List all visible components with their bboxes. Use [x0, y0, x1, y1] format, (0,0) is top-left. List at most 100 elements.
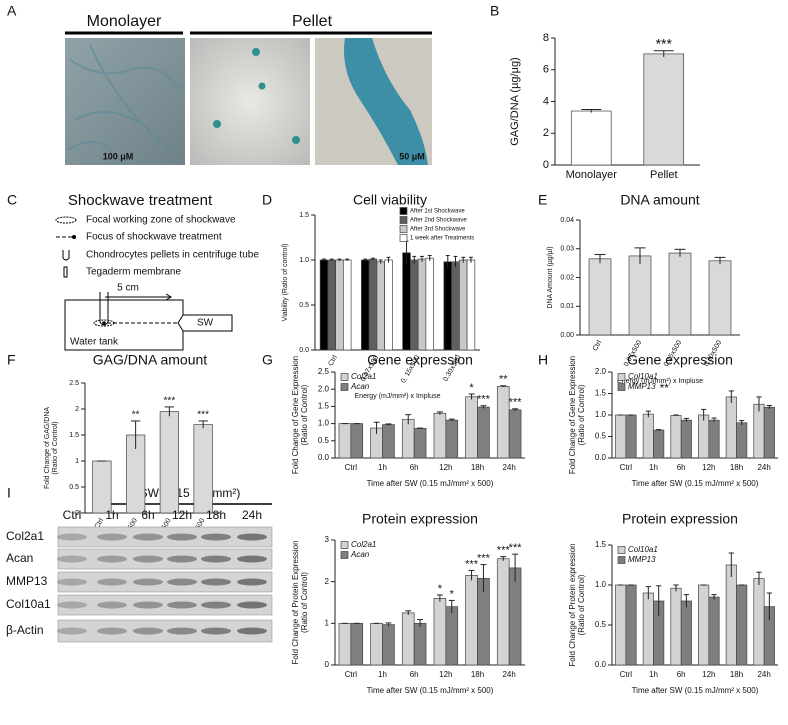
- band: [237, 555, 267, 563]
- x-tick-label: 1h: [378, 670, 387, 679]
- scale-bar-label: 50 μM: [399, 151, 425, 161]
- significance: *: [450, 588, 455, 600]
- significance: ***: [509, 542, 523, 554]
- bar: [338, 423, 352, 459]
- lane-label: 1h: [105, 508, 118, 522]
- y-tick-label: 4: [543, 95, 549, 107]
- legend-label: Focal working zone of shockwave: [86, 215, 236, 226]
- x-tick-label: 12h: [702, 670, 715, 679]
- bar: [382, 424, 395, 459]
- legend-swatch: [617, 373, 626, 381]
- band: [237, 627, 267, 635]
- significance: ***: [197, 410, 209, 421]
- legend-swatch: [617, 556, 626, 564]
- y-tick-label: 1.0: [318, 419, 330, 428]
- micrograph: [190, 38, 310, 165]
- legend-swatch: [399, 225, 408, 233]
- bar: [382, 624, 395, 666]
- bar: [698, 414, 710, 459]
- band: [237, 578, 267, 586]
- panel-label: A: [7, 3, 17, 19]
- row-label: Col10a1: [6, 597, 51, 611]
- bar: [668, 252, 692, 336]
- bar: [653, 429, 665, 459]
- y-tick-label: 1.5: [299, 212, 309, 219]
- x-tick-label: Ctrl: [620, 463, 633, 472]
- x-axis-label: Time after SW (0.15 mJ/mm² x 500): [632, 479, 759, 488]
- lane-label: Ctrl: [63, 508, 82, 522]
- bar: [401, 419, 415, 459]
- band: [97, 578, 127, 586]
- bar: [361, 259, 370, 351]
- x-tick-label: Pellet: [650, 169, 678, 181]
- x-tick-label: 12h: [439, 463, 452, 472]
- legend-swatch: [340, 383, 349, 391]
- band: [167, 555, 197, 563]
- x-tick-label: 18h: [730, 463, 743, 472]
- significance: *: [438, 583, 443, 595]
- band: [97, 627, 127, 635]
- y-tick-label: 2.0: [318, 384, 330, 393]
- y-axis-label: Fold Change of GAG/DNA: [44, 407, 51, 489]
- bar: [327, 259, 336, 351]
- legend-label: 1 week after Treatments: [410, 236, 474, 242]
- bar: [410, 259, 419, 351]
- legend-swatch: [399, 234, 408, 242]
- y-tick-label: 0.5: [69, 484, 79, 491]
- pellet: [258, 82, 266, 90]
- bar: [708, 260, 732, 336]
- y-tick-label: 1.5: [69, 432, 79, 439]
- band: [167, 627, 197, 635]
- chart-title: GAG/DNA amount: [93, 352, 207, 368]
- y-axis-label: Fold Change of Gene Expression: [291, 356, 300, 474]
- x-tick-label: 1h: [378, 463, 387, 472]
- legend-note: **: [660, 381, 670, 395]
- x-tick-label: 1h: [649, 463, 658, 472]
- y-tick-label: 2.5: [69, 380, 79, 387]
- row-label: β-Actin: [6, 623, 44, 637]
- band: [57, 601, 87, 609]
- bar: [459, 259, 468, 351]
- bar: [680, 600, 692, 666]
- lane-label: 6h: [141, 508, 154, 522]
- band: [133, 578, 163, 586]
- band: [97, 601, 127, 609]
- y-axis-label: (Ratio of Control): [300, 384, 309, 445]
- bar: [615, 414, 627, 459]
- y-tick-label: 2: [543, 127, 549, 139]
- bar: [92, 460, 112, 514]
- y-tick-label: 0.0: [595, 660, 607, 669]
- significance: **: [499, 374, 508, 386]
- section: [344, 38, 428, 165]
- bar: [736, 422, 748, 459]
- bar: [413, 622, 427, 666]
- bar: [159, 411, 180, 514]
- x-tick-label: 6h: [410, 670, 419, 679]
- row-label: Col2a1: [6, 529, 44, 543]
- bar: [698, 584, 710, 666]
- treatment-label: SW (0.15 mJ/mm²): [140, 486, 241, 500]
- y-tick-label: 0.5: [318, 436, 330, 445]
- bar: [708, 596, 720, 666]
- bar: [477, 406, 490, 459]
- x-tick-label: 6h: [677, 463, 686, 472]
- panel-label: B: [490, 3, 499, 19]
- chart-title: DNA amount: [620, 192, 699, 208]
- bar: [376, 261, 385, 351]
- significance: ***: [509, 397, 523, 409]
- bar: [402, 252, 411, 351]
- y-tick-label: 1.5: [318, 402, 330, 411]
- band: [57, 627, 87, 635]
- x-axis-label: Energy (mJ/mm²) x Impluse: [617, 378, 703, 385]
- group-label: Pellet: [292, 13, 333, 30]
- distance-label: 5 cm: [117, 283, 139, 294]
- diagram-title: Shockwave treatment: [68, 192, 213, 209]
- y-tick-label: 2.0: [595, 367, 607, 376]
- y-tick-label: 1.0: [595, 580, 607, 589]
- bar: [338, 622, 352, 666]
- x-tick-label: Ctrl: [592, 339, 604, 352]
- legend-label: Acan: [350, 382, 370, 391]
- focus: [102, 321, 106, 325]
- significance: ***: [497, 545, 511, 557]
